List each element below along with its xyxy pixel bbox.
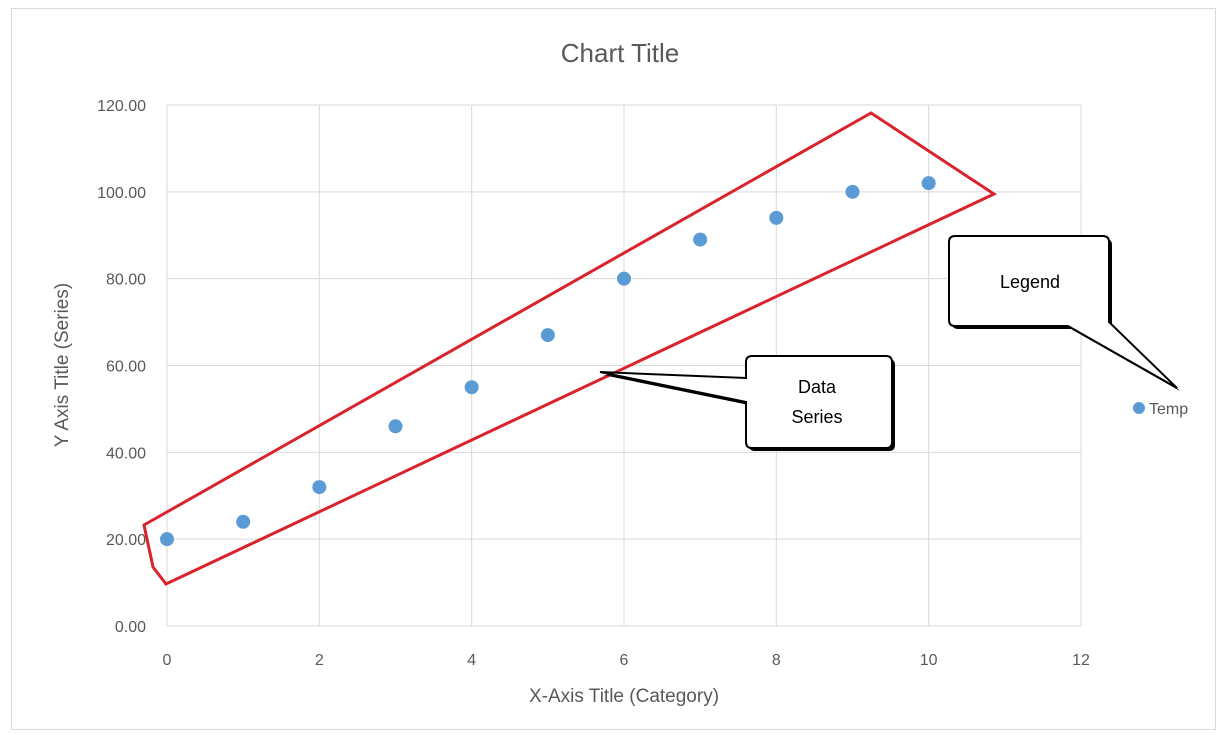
data-point	[845, 184, 860, 199]
data-series-callout-line-1: Data	[798, 377, 837, 397]
data-series-callout-line-2: Series	[791, 407, 842, 427]
x-tick-label: 0	[163, 652, 172, 669]
gridlines	[166, 104, 1082, 627]
legend-marker-temp	[1133, 402, 1145, 414]
chart-frame	[11, 8, 1216, 730]
y-tick-label: 60.00	[106, 359, 146, 376]
data-point	[540, 328, 555, 343]
x-tick-label: 10	[920, 652, 938, 669]
data-series-highlight	[142, 111, 998, 586]
x-tick-label: 4	[467, 652, 476, 669]
y-tick-label: 20.00	[106, 532, 146, 549]
legend: Temp	[1133, 401, 1188, 418]
data-point	[617, 271, 631, 286]
legend-callout-label: Legend	[1000, 272, 1060, 292]
y-tick-label: 80.00	[106, 272, 146, 289]
data-point	[693, 232, 708, 247]
y-tick-label: 120.00	[97, 98, 146, 115]
y-axis-tick-labels: 0.00 20.00 40.00 60.00 80.00 100.00 120.00	[97, 98, 146, 636]
x-axis-title: X-Axis Title (Category)	[529, 686, 719, 707]
y-axis-title: Y Axis Title (Series)	[52, 283, 73, 447]
x-tick-label: 6	[620, 652, 629, 669]
data-points	[160, 176, 936, 547]
data-point	[388, 419, 403, 434]
y-tick-label: 0.00	[115, 619, 146, 636]
data-point	[160, 532, 174, 547]
x-tick-label: 8	[772, 652, 781, 669]
data-point	[236, 514, 251, 529]
legend-label-temp: Temp	[1149, 401, 1188, 418]
y-tick-label: 100.00	[97, 185, 146, 202]
y-tick-label: 40.00	[106, 445, 146, 462]
x-tick-label: 2	[315, 652, 324, 669]
chart-title: Chart Title	[561, 38, 680, 68]
data-point	[921, 176, 936, 191]
data-point	[312, 480, 327, 495]
data-series-callout: Data Series	[599, 355, 895, 451]
data-point	[464, 380, 479, 395]
legend-callout: Legend	[948, 235, 1180, 391]
x-tick-label: 12	[1072, 652, 1090, 669]
x-axis-tick-labels: 0 2 4 6 8 10 12	[163, 652, 1090, 669]
data-point	[769, 210, 784, 225]
